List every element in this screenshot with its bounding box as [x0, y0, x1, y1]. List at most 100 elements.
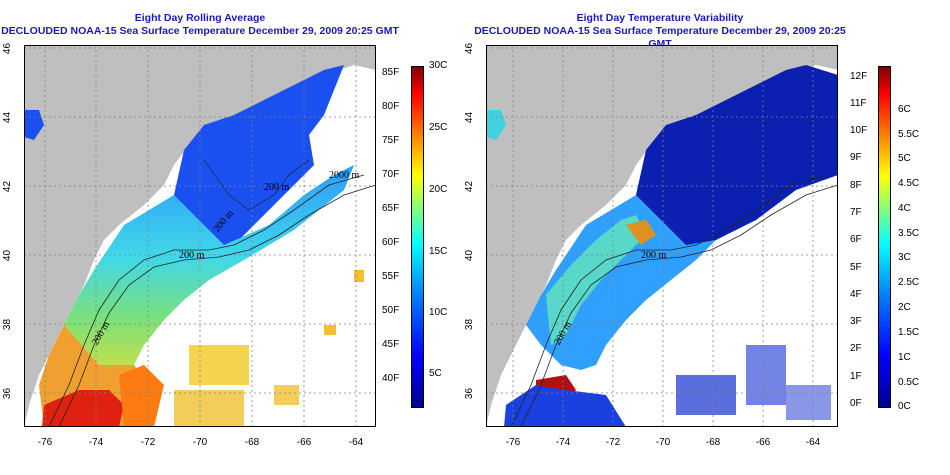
right-cb-f-label: 9F: [850, 152, 862, 163]
left-xtick: -66: [296, 437, 312, 448]
right-ytick: 38: [464, 318, 476, 331]
left-contour-line: [58, 184, 376, 427]
left-north-island-water: [24, 110, 44, 140]
right-contour-line: [520, 184, 838, 427]
left-title: Eight Day Rolling Average DECLOUDED NOAA…: [0, 12, 400, 38]
left-shelf-water: [64, 165, 354, 370]
right-cb-f-label: 5F: [850, 262, 862, 273]
left-ytick: 38: [2, 318, 14, 331]
left-cb-f-label: 40F: [382, 373, 400, 384]
right-cb-c-label: 2.5C: [898, 277, 920, 288]
left-cb-f-label: 85F: [382, 67, 400, 78]
left-cb-c-label: 10C: [429, 307, 448, 318]
left-map-svg: 200 m 200 m 2000 m 200 m 200 m: [24, 45, 376, 427]
right-cb-f-label: 4F: [850, 289, 862, 300]
right-cb-c-label: 1C: [898, 352, 911, 363]
left-patch: [174, 390, 244, 427]
left-contour-label: 200 m: [264, 182, 290, 193]
right-map-frame: [486, 45, 838, 427]
right-contour-label: 200 m: [641, 250, 667, 261]
right-map-svg: 200 m 200 m: [486, 45, 838, 427]
right-ytick: 42: [464, 180, 476, 193]
left-contour-line: [48, 174, 365, 427]
left-xtick: -68: [244, 437, 260, 448]
right-contour-line: [510, 174, 827, 427]
left-contour-label: 200 m: [179, 250, 205, 261]
right-cb-c-label: 2C: [898, 302, 911, 313]
right-patch: [676, 375, 736, 415]
right-cb-f-label: 7F: [850, 207, 862, 218]
right-cb-c-label: 0.5C: [898, 377, 920, 388]
left-xtick: -70: [192, 437, 208, 448]
right-cb-f-label: 2F: [850, 343, 862, 354]
right-xtick: -70: [655, 437, 671, 448]
left-xtick: -72: [140, 437, 156, 448]
right-north-island-water: [486, 110, 506, 140]
right-cb-f-label: 10F: [850, 125, 868, 136]
left-cb-f-label: 55F: [382, 271, 400, 282]
right-cb-f-label: 8F: [850, 180, 862, 191]
right-ytick: 36: [464, 387, 476, 400]
left-title-line1: Eight Day Rolling Average: [134, 12, 266, 24]
left-cb-f-label: 60F: [382, 237, 400, 248]
left-cb-c-label: 20C: [429, 184, 448, 195]
right-cb-c-label: 3C: [898, 252, 911, 263]
left-xtick: -64: [348, 437, 364, 448]
right-xtick: -64: [805, 437, 821, 448]
left-ytick: 42: [2, 180, 14, 193]
left-cb-c-label: 25C: [429, 122, 448, 133]
right-gridlines: [486, 45, 838, 427]
left-gulfstream-orange: [119, 365, 164, 427]
right-cb-f-label: 1F: [850, 371, 862, 382]
left-cb-f-label: 80F: [382, 101, 400, 112]
left-land: [24, 45, 376, 427]
right-cb-f-label: 11F: [850, 98, 867, 109]
right-cb-c-label: 4.5C: [898, 178, 920, 189]
left-title-line2: DECLOUDED NOAA-15 Sea Surface Temperatur…: [1, 25, 399, 37]
left-ytick: 36: [2, 387, 14, 400]
right-land: [486, 45, 838, 427]
left-ytick: 46: [2, 42, 14, 55]
right-patch: [746, 345, 786, 405]
left-cb-f-label: 70F: [382, 169, 400, 180]
right-gulf-water: [636, 65, 838, 255]
right-ytick: 40: [464, 249, 476, 262]
right-cb-c-label: 1.5C: [898, 327, 920, 338]
left-patch: [189, 345, 249, 385]
right-ytick: 44: [464, 111, 476, 124]
right-xtick: -76: [505, 437, 521, 448]
left-gulf-water: [174, 65, 344, 255]
right-colorbar: [878, 66, 891, 408]
left-map-frame: [24, 45, 376, 427]
left-xtick: -74: [88, 437, 104, 448]
left-cb-f-label: 50F: [382, 305, 400, 316]
right-xtick: -66: [755, 437, 771, 448]
right-cb-c-label: 6C: [898, 104, 911, 115]
left-map: 200 m 200 m 2000 m 200 m 200 m: [24, 45, 376, 427]
left-patch: [274, 385, 299, 405]
left-ytick: 44: [2, 111, 14, 124]
right-cb-c-label: 4C: [898, 203, 911, 214]
right-cb-f-label: 3F: [850, 316, 862, 327]
right-title-line1: Eight Day Temperature Variability: [576, 12, 744, 24]
right-cb-f-label: 0F: [850, 398, 862, 409]
right-xtick: -74: [555, 437, 571, 448]
left-cb-f-label: 65F: [382, 203, 400, 214]
right-warm-spot: [626, 220, 656, 245]
left-cb-f-label: 45F: [382, 339, 400, 350]
left-cb-c-label: 15C: [429, 246, 448, 257]
left-patch: [324, 325, 336, 335]
left-colorbar: [411, 66, 424, 408]
right-cb-c-label: 0C: [898, 401, 911, 412]
right-xtick: -72: [605, 437, 621, 448]
left-cb-c-label: 30C: [429, 60, 448, 71]
left-contour-label: 2000 m: [329, 170, 360, 181]
right-xtick: -68: [705, 437, 721, 448]
right-cb-c-label: 3.5C: [898, 228, 920, 239]
left-contour-line: [203, 159, 310, 211]
left-cb-f-label: 75F: [382, 135, 400, 146]
right-cb-f-label: 12F: [850, 71, 868, 82]
right-cb-c-label: 5C: [898, 153, 911, 164]
right-cb-f-label: 6F: [850, 234, 862, 245]
right-ytick: 46: [464, 42, 476, 55]
